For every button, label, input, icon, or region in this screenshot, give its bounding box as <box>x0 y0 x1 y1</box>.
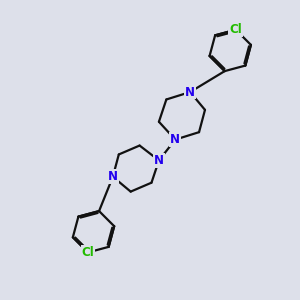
Text: N: N <box>170 133 180 146</box>
Text: N: N <box>154 154 164 167</box>
Text: Cl: Cl <box>230 23 242 36</box>
Text: N: N <box>185 85 195 98</box>
Text: Cl: Cl <box>82 246 94 259</box>
Text: N: N <box>108 170 118 183</box>
